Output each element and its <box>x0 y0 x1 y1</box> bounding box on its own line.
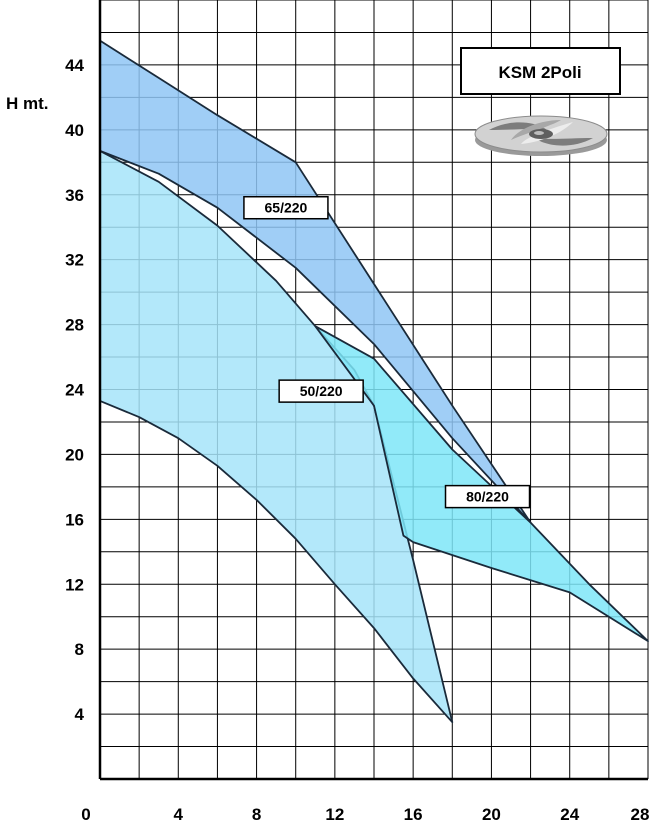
impeller-icon <box>474 115 608 156</box>
series-labels: 65/220 50/220 80/220 <box>243 195 531 509</box>
x-tick-label: 20 <box>482 805 501 824</box>
x-tick-label: 4 <box>174 805 184 824</box>
y-tick-label: 44 <box>65 56 84 75</box>
y-tick-label: 4 <box>75 705 85 724</box>
area-80-220 <box>314 325 649 642</box>
area-50-220 <box>99 149 454 724</box>
area-65-220 <box>99 39 532 524</box>
series-label: 80/220 <box>466 489 509 505</box>
y-tick-label: 8 <box>75 640 84 659</box>
series-label-box <box>278 379 364 403</box>
y-tick-label: 36 <box>65 186 84 205</box>
y-tick-label: 28 <box>65 316 84 335</box>
x-tick-label: 12 <box>325 805 344 824</box>
series-label-box <box>243 195 329 220</box>
x-tick-labels: 0 4 8 12 16 20 24 28 <box>81 805 649 824</box>
x-tick-label: 0 <box>81 805 90 824</box>
axes <box>98 0 648 781</box>
y-tick-label: 20 <box>65 445 84 464</box>
y-axis-label: H mt. <box>6 94 49 113</box>
performance-areas <box>99 39 649 724</box>
series-label-box <box>444 484 531 509</box>
x-tick-label: 8 <box>252 805 261 824</box>
series-label: 50/220 <box>300 383 343 399</box>
y-tick-label: 40 <box>65 121 84 140</box>
series-label: 65/220 <box>265 200 308 216</box>
y-tick-label: 16 <box>65 510 84 529</box>
y-tick-label: 32 <box>65 251 84 270</box>
x-tick-label: 28 <box>631 805 649 824</box>
x-tick-label: 24 <box>560 805 579 824</box>
y-tick-label: 24 <box>65 381 84 400</box>
x-tick-label: 16 <box>404 805 423 824</box>
y-tick-label: 12 <box>65 575 84 594</box>
y-tick-labels: 4 8 12 16 20 24 28 32 36 40 44 <box>65 56 84 724</box>
title-box: KSM 2Poli <box>460 47 621 95</box>
chart-title: KSM 2Poli <box>498 63 581 82</box>
